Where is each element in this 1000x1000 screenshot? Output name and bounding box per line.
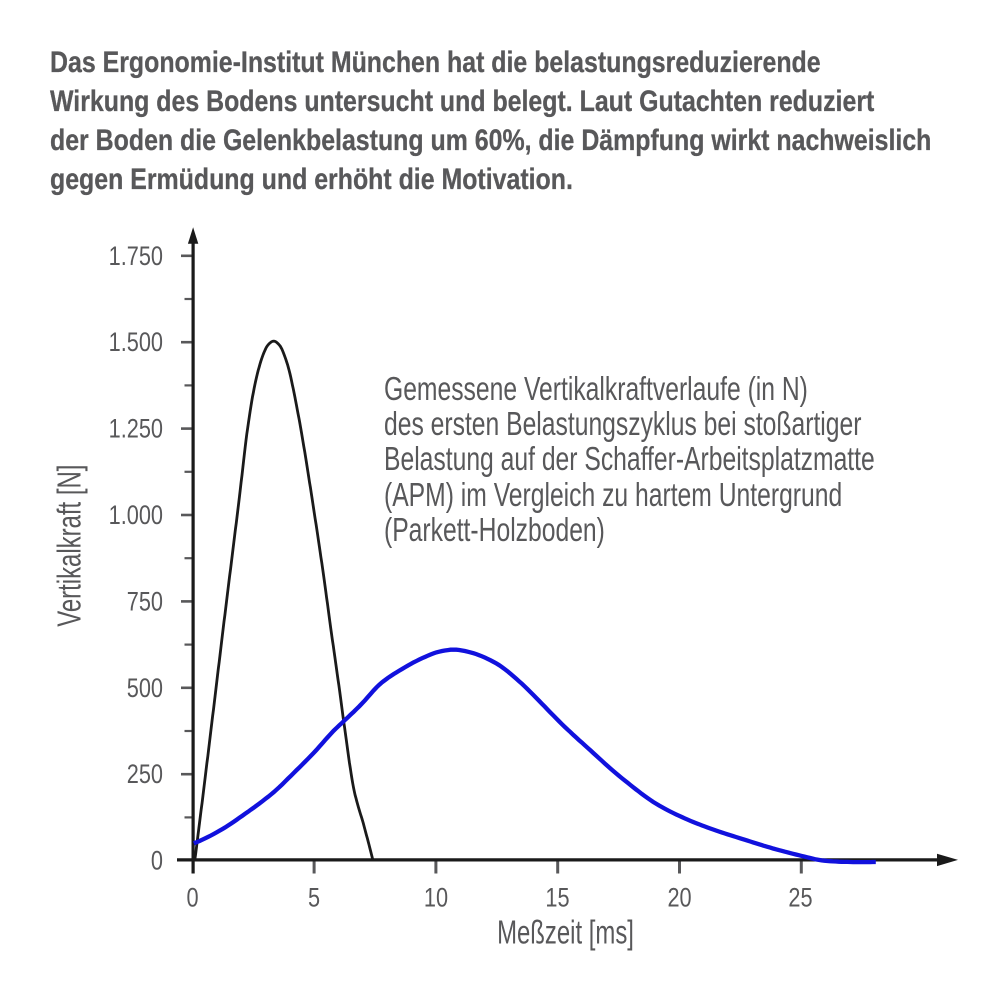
svg-text:Meßzeit [ms]: Meßzeit [ms] <box>497 915 634 952</box>
svg-text:750: 750 <box>127 587 163 617</box>
svg-text:1.750: 1.750 <box>109 242 163 272</box>
svg-text:0: 0 <box>186 884 198 914</box>
svg-text:15: 15 <box>545 884 569 914</box>
svg-text:0: 0 <box>151 847 163 877</box>
svg-text:250: 250 <box>127 760 163 790</box>
svg-text:5: 5 <box>308 884 320 914</box>
svg-text:1.500: 1.500 <box>109 328 163 358</box>
svg-text:10: 10 <box>424 884 448 914</box>
svg-text:Vertikalkraft [N]: Vertikalkraft [N] <box>52 465 89 627</box>
svg-text:500: 500 <box>127 674 163 704</box>
svg-text:1.250: 1.250 <box>109 415 163 445</box>
svg-text:25: 25 <box>788 884 812 914</box>
svg-text:20: 20 <box>667 884 691 914</box>
svg-text:1.000: 1.000 <box>109 501 163 531</box>
